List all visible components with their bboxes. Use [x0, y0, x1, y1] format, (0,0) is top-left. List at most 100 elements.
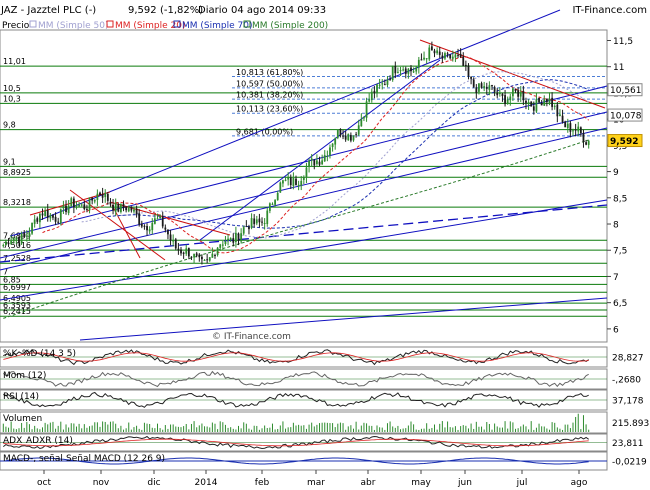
candle-body [106, 194, 109, 201]
level-label: 11,01 [3, 57, 26, 66]
indicator-signal-line [3, 352, 589, 362]
candle-body [331, 143, 334, 148]
candle-body [234, 232, 237, 242]
candle-body [538, 97, 540, 103]
candle-body [582, 133, 585, 143]
candle-body [428, 47, 431, 60]
indicator-label: %K [3, 349, 19, 359]
candle-body [441, 55, 444, 59]
candle-body [412, 71, 415, 73]
fib-label: 10,381 (38,20%) [236, 91, 303, 100]
candle-body [156, 218, 159, 220]
candle-body [279, 182, 282, 193]
candle-body [221, 244, 224, 246]
price-badge [607, 134, 643, 148]
candle-body [7, 242, 10, 245]
level-label: 10,3 [3, 94, 21, 103]
candle-body [368, 99, 371, 102]
axis-tick-label: 11 [613, 63, 624, 73]
axis-tick-label: 8,5 [613, 194, 627, 204]
candle-body [295, 178, 297, 186]
candle-body [112, 204, 114, 211]
time-tick-label: may [411, 478, 431, 488]
candle-body [308, 160, 310, 167]
candle-body [436, 50, 439, 54]
candle-body [417, 59, 420, 68]
candle-body [347, 134, 350, 141]
candle-body [289, 177, 292, 186]
candle-body [5, 241, 7, 246]
candle-body [245, 226, 248, 228]
candle-body [512, 88, 514, 97]
axis-tick-label: 9 [613, 168, 619, 178]
candle-body [101, 194, 104, 198]
candle-body [18, 236, 20, 243]
trend-line [79, 297, 608, 341]
level-label: 6,85 [3, 275, 21, 284]
candle-body [195, 253, 198, 256]
candle-body [274, 200, 276, 205]
ma70-line [107, 79, 589, 229]
level-label: 7,2528 [3, 254, 31, 263]
candle-body [336, 129, 339, 138]
candle-body [572, 130, 574, 132]
fib-label: 10,113 (23,60%) [236, 105, 303, 114]
support-levels: 11,01 10,510,3 9,8 9,1 8,8925 8,3218 7,68997,5… [0, 57, 607, 317]
candle-body [326, 155, 329, 157]
candle-body [470, 76, 472, 79]
level-label: 7,5016 [3, 241, 31, 250]
candle-body [574, 129, 577, 131]
candle-body [240, 233, 243, 242]
candle-body [138, 213, 141, 225]
candle-body [454, 54, 457, 58]
legend-price: Precio [2, 21, 30, 31]
candle-body [381, 83, 384, 85]
indicator-extra-label: ADXR (14) [26, 436, 73, 446]
ma50-line [81, 71, 589, 239]
candle-body [585, 142, 587, 145]
axis-tick-label: 6 [613, 325, 619, 335]
candle-body [587, 140, 590, 145]
candle-body [83, 204, 86, 210]
level-label: 7,6899 [3, 231, 31, 240]
fib-label: 10,813 (61,80%) [236, 68, 303, 77]
candle-body [91, 197, 94, 201]
level-label: 9,1 [3, 157, 16, 166]
resistance-line [69, 189, 166, 261]
candle-body [394, 65, 397, 74]
candle-body [564, 121, 567, 128]
candle-body [282, 180, 284, 184]
candle-body [501, 93, 504, 97]
candle-body [297, 184, 300, 187]
candle-body [206, 259, 209, 261]
candle-body [242, 227, 245, 234]
candle-body [496, 92, 499, 96]
time-tick-label: jul [516, 478, 528, 488]
candle-body [159, 216, 162, 219]
legend-ma20: MM (Simple 20) [115, 21, 185, 31]
indicator-line [2, 435, 589, 450]
candle-body [446, 53, 449, 55]
candle-body [62, 205, 65, 209]
candle-body [276, 193, 279, 201]
indicator-extra-label: Señal MACD (12 26 9) [66, 454, 165, 464]
candle-body [509, 96, 512, 101]
indicator-label: RSI (14) [3, 392, 39, 402]
candle-body [339, 129, 342, 136]
candle-body [370, 91, 373, 101]
level-label: 6,2415 [3, 307, 31, 316]
candle-body [527, 102, 530, 105]
candle-body [540, 103, 543, 106]
ma200-line [3, 139, 589, 319]
candle-body [506, 99, 509, 104]
time-tick-label: dic [147, 478, 160, 488]
candle-body [258, 218, 261, 223]
candle-body [444, 53, 446, 59]
candle-body [292, 178, 295, 186]
candle-body [172, 240, 175, 242]
candle-body [224, 241, 227, 245]
candle-body [15, 237, 18, 240]
candle-body [255, 219, 258, 224]
candle-body [133, 209, 135, 212]
candle-body [130, 206, 133, 211]
